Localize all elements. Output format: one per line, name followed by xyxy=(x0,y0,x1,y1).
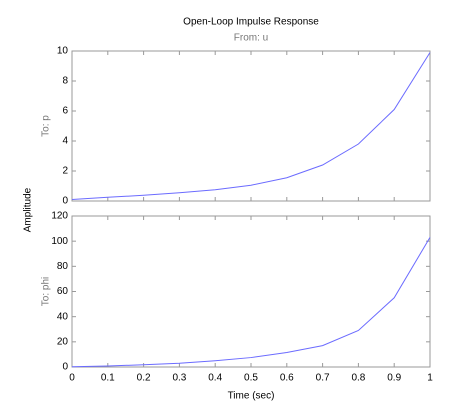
y-tick-label: 8 xyxy=(62,76,68,87)
y-tick-label: 0 xyxy=(62,196,68,207)
row-label: To: phi xyxy=(41,277,52,306)
x-axis-label: Time (sec) xyxy=(228,391,275,402)
y-tick-label: 20 xyxy=(57,336,69,347)
y-tick-label: 80 xyxy=(57,261,69,272)
x-tick-label: 0.6 xyxy=(280,373,294,384)
x-tick-label: 0.3 xyxy=(172,373,186,384)
line-series xyxy=(71,52,431,200)
row-label: To: p xyxy=(41,115,52,137)
x-tick-label: 1 xyxy=(427,373,433,384)
chart-subtitle: From: u xyxy=(234,33,268,44)
y-tick-label: 100 xyxy=(51,236,68,247)
x-tick-label: 0.9 xyxy=(387,373,401,384)
y-tick-label: 120 xyxy=(51,211,68,222)
y-axis-label: Amplitude xyxy=(23,187,34,232)
y-tick-label: 6 xyxy=(62,106,68,117)
x-tick-label: 0.7 xyxy=(316,373,330,384)
line-series xyxy=(71,237,431,368)
y-tick-label: 4 xyxy=(62,136,68,147)
x-tick-label: 0.5 xyxy=(244,373,258,384)
chart-title: Open-Loop Impulse Response xyxy=(183,17,319,28)
y-tick-label: 10 xyxy=(57,46,69,57)
y-tick-label: 40 xyxy=(57,311,69,322)
y-tick-label: 2 xyxy=(62,166,68,177)
x-tick-label: 0.8 xyxy=(351,373,365,384)
y-tick-label: 0 xyxy=(62,362,68,373)
x-tick-label: 0.2 xyxy=(137,373,151,384)
x-tick-label: 0 xyxy=(69,373,75,384)
x-tick-label: 0.4 xyxy=(208,373,222,384)
x-tick-label: 0.1 xyxy=(101,373,115,384)
y-tick-label: 60 xyxy=(57,286,69,297)
